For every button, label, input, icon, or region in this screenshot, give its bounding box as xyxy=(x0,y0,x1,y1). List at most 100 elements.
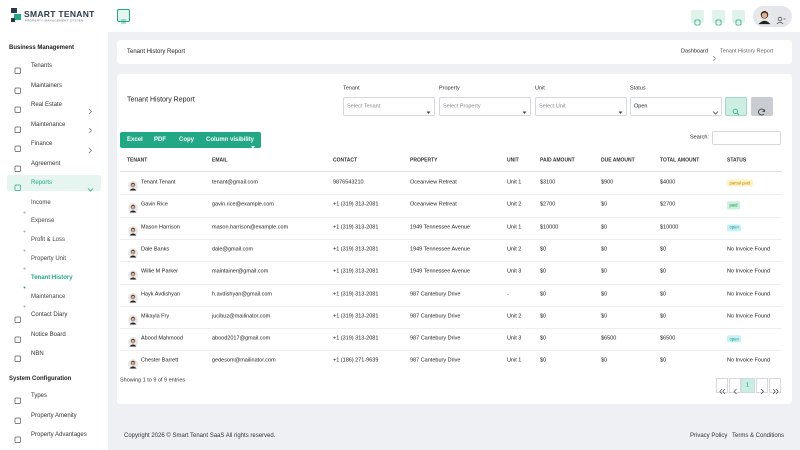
submenu-dot xyxy=(23,201,26,214)
table-header: TOTAL AMOUNT xyxy=(660,157,700,164)
report-title: Tenant History Report xyxy=(127,96,195,104)
sidebar-item[interactable]: Maintenance xyxy=(31,121,66,128)
table-cell: $0 xyxy=(601,313,608,320)
page-title: Tenant History Report xyxy=(127,49,186,55)
search-input[interactable] xyxy=(712,131,781,145)
table-cell: +1 (319) 313-2081 xyxy=(333,268,379,275)
footer-link[interactable]: Terms & Conditions xyxy=(732,433,785,439)
table-cell: $0 xyxy=(540,290,547,297)
header-icon xyxy=(694,13,701,26)
table-cell: 987 Cantebury Drive xyxy=(410,313,461,320)
select-arrow-svg xyxy=(712,111,719,115)
chevron xyxy=(87,141,94,153)
breadcrumb-card xyxy=(117,40,792,64)
sidebar-item[interactable]: Notice Board xyxy=(31,331,66,338)
sidebar-icon xyxy=(14,311,22,324)
filter-select[interactable] xyxy=(535,97,627,116)
submenu-item[interactable]: Profit & Loss xyxy=(31,237,66,244)
export-button[interactable]: PDF xyxy=(154,137,166,143)
reset-button[interactable] xyxy=(751,97,773,116)
submenu-item[interactable]: Expense xyxy=(31,218,55,225)
sidebar-item[interactable]: Types xyxy=(31,393,48,399)
footer-link[interactable]: Privacy Policy xyxy=(690,433,728,439)
table-cell: $0 xyxy=(660,246,667,253)
filter-select[interactable] xyxy=(439,97,531,116)
page-button[interactable] xyxy=(741,378,755,393)
sidebar-item[interactable]: Real Estate xyxy=(31,102,63,108)
status-badge: partial paid xyxy=(727,179,753,187)
table-cell: Unit 1 xyxy=(507,357,522,364)
breadcrumb-link[interactable]: Dashboard xyxy=(681,48,708,55)
tenant-avatar xyxy=(128,245,138,258)
sidebar-item[interactable]: Finance xyxy=(31,141,53,147)
select-arrow xyxy=(617,103,624,114)
sidebar-section-title: System Configuration xyxy=(9,376,72,382)
export-button[interactable]: Copy xyxy=(179,137,194,143)
sidebar-item[interactable]: Agreement xyxy=(31,160,61,167)
row-rule xyxy=(120,305,782,307)
sidebar-item[interactable]: NBN xyxy=(31,351,44,358)
search-button[interactable] xyxy=(725,97,747,116)
submenu-dot xyxy=(23,257,26,270)
tenant-avatar-svg xyxy=(128,270,138,281)
table-cell: 987 Cantebury Drive xyxy=(410,290,461,297)
sidebar-item[interactable]: Property Amenity xyxy=(31,412,77,419)
sidebar-item[interactable]: Contact Diary xyxy=(31,312,68,319)
sidebar-icon-svg xyxy=(14,67,21,74)
sidebar-item[interactable]: Reports xyxy=(31,180,53,186)
page-arrow-svg xyxy=(718,388,725,395)
page-arrow xyxy=(771,382,780,395)
sidebar-icon-svg xyxy=(14,165,21,172)
sidebar-icon xyxy=(14,412,22,424)
sidebar-icon xyxy=(14,121,22,133)
page-button[interactable] xyxy=(769,378,781,393)
table-cell: $0 xyxy=(660,268,667,275)
table-cell: No Invoice Found xyxy=(727,290,771,297)
filter-select[interactable] xyxy=(630,97,722,116)
page-button[interactable] xyxy=(716,378,728,393)
table-cell: Mikayla Fry xyxy=(141,313,170,320)
sidebar-icon-svg xyxy=(14,397,21,404)
sidebar-icon-svg xyxy=(14,316,21,324)
table-cell: $0 xyxy=(601,290,608,297)
submenu-item[interactable]: Maintenance xyxy=(31,293,66,300)
chevron-svg xyxy=(88,127,93,134)
header-icon xyxy=(715,13,722,26)
table-header: UNIT xyxy=(507,157,519,164)
submenu-item[interactable]: Property Unit xyxy=(31,255,67,262)
sidebar-icon xyxy=(14,350,22,363)
table-cell: 1949 Tennessee Avenue xyxy=(410,223,471,230)
table-cell: Willie M Parker xyxy=(141,268,178,275)
tenant-avatar xyxy=(128,200,138,214)
tenant-avatar xyxy=(128,312,138,325)
filter-placeholder: Select Property xyxy=(443,102,481,109)
sidebar-icon xyxy=(14,431,22,443)
sidebar-item[interactable]: Property Advantages xyxy=(31,432,87,438)
sidebar-icon xyxy=(14,82,22,94)
table-cell: $0 xyxy=(601,246,608,253)
table-cell: Unit 2 xyxy=(507,246,522,253)
tenant-avatar-svg xyxy=(128,359,138,370)
table-cell: $2700 xyxy=(660,201,676,208)
export-button[interactable]: Excel xyxy=(127,137,143,143)
submenu-item[interactable]: Tenant History xyxy=(31,274,73,281)
submenu-item[interactable]: Income xyxy=(31,199,51,206)
table-cell: Hayk Avdishyan xyxy=(141,290,181,297)
table-cell: Chester Barrett xyxy=(141,357,179,364)
table-cell: Unit 2 xyxy=(507,201,522,208)
header-icon-button[interactable] xyxy=(732,10,745,23)
header-icon-button[interactable] xyxy=(691,10,704,23)
sidebar-item[interactable]: Maintainers xyxy=(31,82,63,89)
filter-select[interactable] xyxy=(343,97,435,116)
row-rule xyxy=(120,328,782,330)
export-button[interactable]: Column visibility xyxy=(206,137,255,143)
table-cell: h.avdishyan@gmail.com xyxy=(212,290,272,297)
sidebar-icon xyxy=(14,62,22,74)
page-arrow xyxy=(732,382,739,395)
sidebar-icon-svg xyxy=(14,87,21,94)
sidebar-item[interactable]: Tenants xyxy=(31,63,53,69)
header-icon-button[interactable] xyxy=(712,10,725,23)
status-badge: paid xyxy=(727,201,740,209)
table-header: TENANT xyxy=(127,157,148,164)
